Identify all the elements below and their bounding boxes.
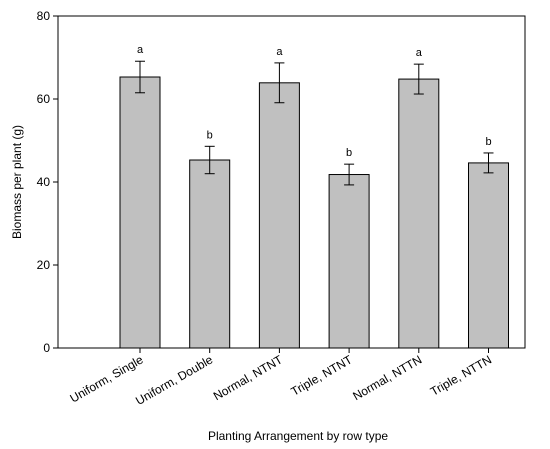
error-bar bbox=[204, 145, 215, 175]
bar bbox=[398, 78, 440, 349]
error-bar bbox=[135, 60, 145, 94]
y-tick-label: 20 bbox=[37, 258, 51, 272]
significance-labels: a b a b a b bbox=[137, 44, 492, 159]
error-bar bbox=[483, 152, 494, 174]
bar bbox=[189, 159, 231, 349]
y-axis-ticks: 0 20 40 60 80 bbox=[37, 9, 58, 355]
significance-label: b bbox=[346, 147, 352, 159]
y-tick-label: 0 bbox=[43, 341, 50, 355]
significance-label: b bbox=[485, 136, 491, 148]
plot-frame bbox=[57, 15, 526, 349]
significance-label: a bbox=[137, 44, 144, 56]
y-tick-label: 40 bbox=[37, 175, 51, 189]
y-axis-title: Biomass per plant (g) bbox=[10, 125, 24, 239]
bar bbox=[119, 76, 161, 349]
bar bbox=[328, 174, 370, 349]
x-tick-label: Triple, NTNT bbox=[289, 352, 356, 399]
error-bar bbox=[274, 62, 285, 104]
y-tick-label: 80 bbox=[37, 9, 51, 23]
significance-label: a bbox=[416, 47, 423, 59]
x-axis-title: Planting Arrangement by row type bbox=[208, 429, 388, 443]
y-tick-label: 60 bbox=[37, 92, 51, 106]
x-tick-label: Uniform, Double bbox=[133, 352, 215, 408]
x-tick-label: Triple, NTTN bbox=[428, 352, 494, 398]
x-tick-label: Normal, NTNT bbox=[211, 352, 286, 403]
bars bbox=[119, 76, 509, 349]
bar bbox=[258, 82, 300, 349]
x-tick-label: Normal, NTTN bbox=[350, 352, 424, 403]
error-bars bbox=[135, 60, 494, 186]
error-bar bbox=[344, 163, 355, 186]
error-bar bbox=[413, 63, 424, 95]
significance-label: b bbox=[207, 129, 213, 141]
significance-label: a bbox=[276, 46, 283, 58]
bar bbox=[468, 162, 509, 349]
